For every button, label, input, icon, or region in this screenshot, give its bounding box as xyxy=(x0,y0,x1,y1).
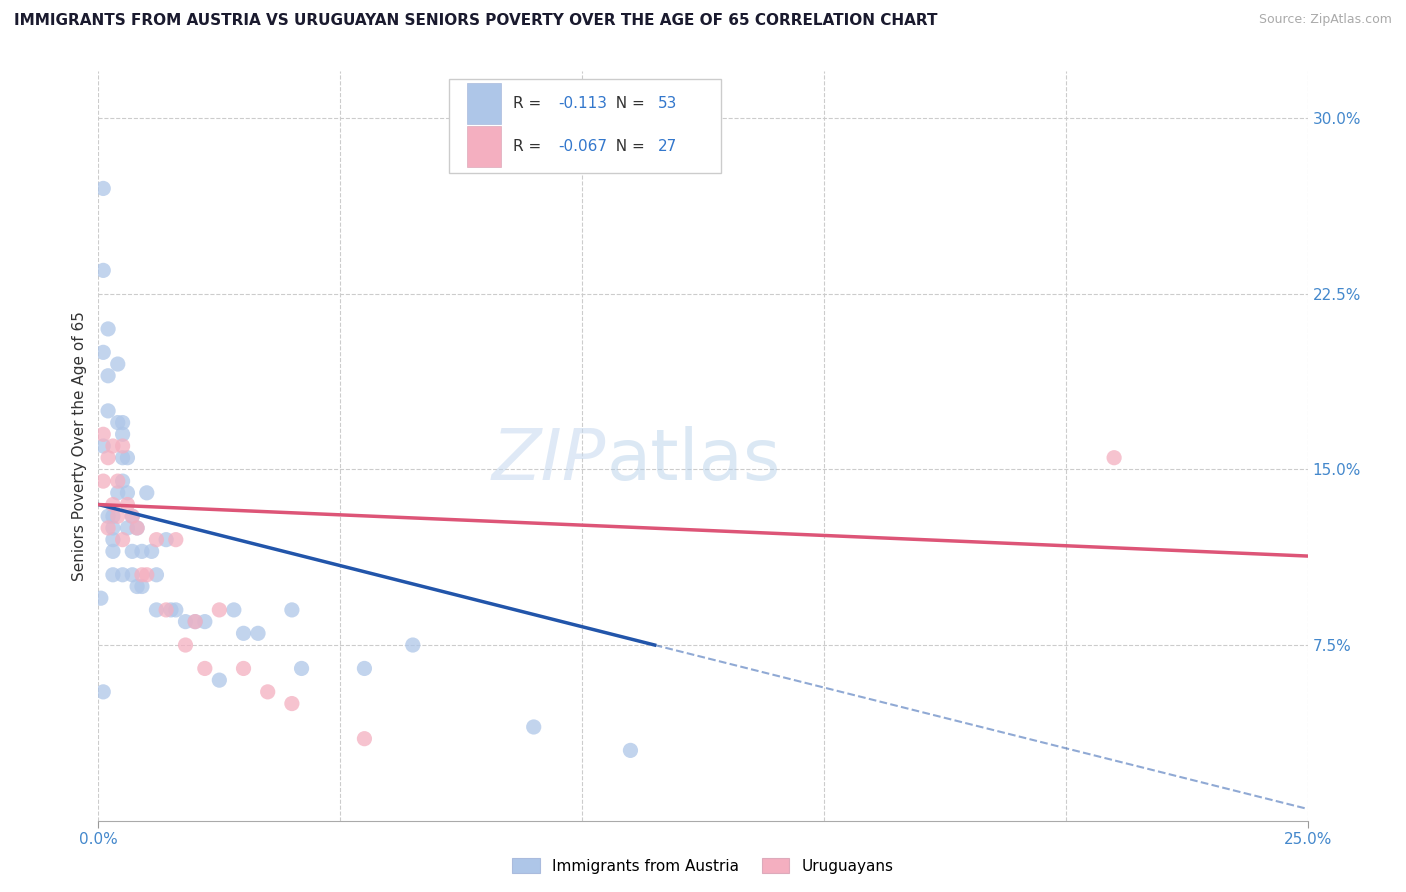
Point xyxy=(131,544,153,558)
Point xyxy=(121,567,143,582)
Text: N =: N = xyxy=(606,139,650,153)
Point xyxy=(97,368,120,383)
Point xyxy=(353,731,375,746)
Point xyxy=(174,638,197,652)
Point xyxy=(97,521,120,535)
Point xyxy=(131,567,153,582)
Point xyxy=(208,673,231,688)
Point xyxy=(111,450,134,465)
Text: R =: R = xyxy=(513,139,547,153)
Point xyxy=(97,509,120,524)
FancyBboxPatch shape xyxy=(467,83,501,124)
Point xyxy=(121,509,143,524)
Point xyxy=(107,357,129,371)
Point xyxy=(619,743,641,757)
Point xyxy=(117,450,139,465)
Point xyxy=(101,498,124,512)
Point xyxy=(184,615,207,629)
Y-axis label: Seniors Poverty Over the Age of 65: Seniors Poverty Over the Age of 65 xyxy=(72,311,87,581)
Point xyxy=(281,603,304,617)
Point xyxy=(208,603,231,617)
Point xyxy=(155,533,177,547)
Point xyxy=(145,567,167,582)
Point xyxy=(121,544,143,558)
Point xyxy=(97,450,120,465)
Point xyxy=(107,509,129,524)
Legend: Immigrants from Austria, Uruguayans: Immigrants from Austria, Uruguayans xyxy=(506,852,900,880)
Point xyxy=(127,521,149,535)
Point xyxy=(111,439,134,453)
Point xyxy=(222,603,245,617)
Point xyxy=(107,416,129,430)
Point xyxy=(290,661,312,675)
Text: 27: 27 xyxy=(658,139,678,153)
Point xyxy=(101,521,124,535)
Point xyxy=(353,661,375,675)
Point xyxy=(135,567,157,582)
Point xyxy=(91,439,114,453)
Point xyxy=(232,626,254,640)
Point xyxy=(101,533,124,547)
Point xyxy=(145,603,167,617)
Point xyxy=(523,720,546,734)
Point xyxy=(184,615,207,629)
Point xyxy=(91,181,114,195)
Point xyxy=(145,533,167,547)
Point xyxy=(117,485,139,500)
Point xyxy=(111,427,134,442)
Text: IMMIGRANTS FROM AUSTRIA VS URUGUAYAN SENIORS POVERTY OVER THE AGE OF 65 CORRELAT: IMMIGRANTS FROM AUSTRIA VS URUGUAYAN SEN… xyxy=(14,13,938,29)
Point xyxy=(131,580,153,594)
Point xyxy=(91,685,114,699)
Text: ZIP: ZIP xyxy=(492,426,606,495)
Text: -0.067: -0.067 xyxy=(558,139,607,153)
Text: -0.113: -0.113 xyxy=(558,96,607,112)
Point xyxy=(121,509,143,524)
Point xyxy=(111,567,134,582)
Point xyxy=(111,474,134,488)
Point xyxy=(90,591,112,606)
Point xyxy=(165,533,187,547)
Point xyxy=(107,485,129,500)
Point xyxy=(247,626,270,640)
Point xyxy=(127,521,149,535)
Point xyxy=(117,498,139,512)
Point xyxy=(91,427,114,442)
Point xyxy=(117,521,139,535)
Point xyxy=(281,697,304,711)
Point xyxy=(91,474,114,488)
Point xyxy=(402,638,425,652)
Point xyxy=(160,603,183,617)
Point xyxy=(101,544,124,558)
Point xyxy=(97,322,120,336)
Point xyxy=(165,603,187,617)
Text: 53: 53 xyxy=(658,96,678,112)
Point xyxy=(101,509,124,524)
Point xyxy=(107,474,129,488)
Point xyxy=(111,416,134,430)
FancyBboxPatch shape xyxy=(449,78,721,172)
Point xyxy=(194,661,217,675)
Text: Source: ZipAtlas.com: Source: ZipAtlas.com xyxy=(1258,13,1392,27)
Point xyxy=(91,345,114,359)
Point xyxy=(232,661,254,675)
Point xyxy=(256,685,278,699)
Point xyxy=(127,580,149,594)
Point xyxy=(101,439,124,453)
Point xyxy=(91,263,114,277)
FancyBboxPatch shape xyxy=(467,126,501,167)
Point xyxy=(155,603,177,617)
Point xyxy=(111,533,134,547)
Point xyxy=(174,615,197,629)
Point xyxy=(141,544,163,558)
Point xyxy=(135,485,157,500)
Text: N =: N = xyxy=(606,96,650,112)
Point xyxy=(97,404,120,418)
Point xyxy=(194,615,217,629)
Text: atlas: atlas xyxy=(606,426,780,495)
Point xyxy=(1102,450,1125,465)
Point xyxy=(101,567,124,582)
Text: R =: R = xyxy=(513,96,547,112)
